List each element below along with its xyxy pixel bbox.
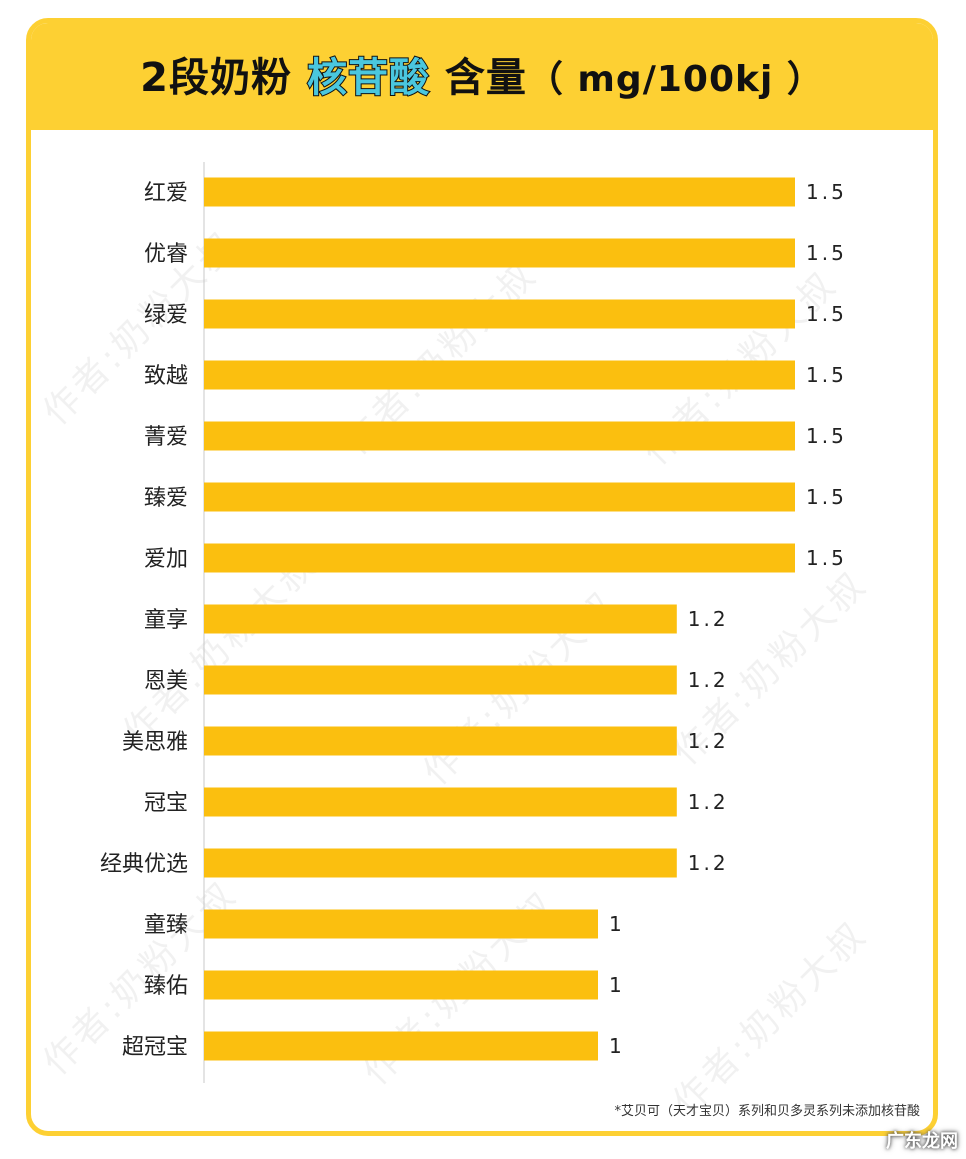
category-label: 菁爱 <box>144 425 188 450</box>
bar <box>204 482 795 512</box>
bar <box>204 360 795 390</box>
bar <box>204 665 677 695</box>
bar <box>204 787 677 817</box>
value-label: 1.2 <box>688 851 729 875</box>
category-label: 红爱 <box>144 181 188 206</box>
value-label: 1 <box>609 912 625 936</box>
value-label: 1.2 <box>688 668 729 692</box>
value-label: 1.2 <box>688 729 729 753</box>
category-label: 爱加 <box>144 547 188 572</box>
category-label: 超冠宝 <box>122 1035 188 1060</box>
value-label: 1.5 <box>806 241 847 265</box>
category-label: 经典优选 <box>100 852 188 877</box>
value-label: 1.5 <box>806 302 847 326</box>
category-label: 童享 <box>144 608 188 633</box>
bar <box>204 848 677 878</box>
value-label: 1 <box>609 973 625 997</box>
title-unit: （ mg/100kj ） <box>526 59 824 100</box>
value-label: 1.2 <box>688 607 729 631</box>
category-label: 臻佑 <box>144 974 188 999</box>
bar <box>204 177 795 207</box>
value-label: 1 <box>609 1034 625 1058</box>
value-label: 1.2 <box>688 790 729 814</box>
bar <box>204 421 795 451</box>
bar <box>204 909 598 939</box>
title-prefix: 2段奶粉 <box>140 55 293 101</box>
bar <box>204 726 677 756</box>
bar <box>204 1031 598 1061</box>
chart-header <box>31 23 933 130</box>
category-label: 恩美 <box>144 669 188 694</box>
title-suffix: 含量 <box>444 55 527 101</box>
bar <box>204 543 795 573</box>
category-label: 臻爱 <box>144 486 188 511</box>
chart-title: 2段奶粉 核苷酸 含量（ mg/100kj ） <box>31 45 933 103</box>
category-label: 童臻 <box>144 913 188 938</box>
category-label: 绿爱 <box>144 303 188 328</box>
value-label: 1.5 <box>806 546 847 570</box>
title-highlight: 核苷酸 <box>306 54 430 102</box>
category-label: 美思雅 <box>122 730 188 755</box>
bar <box>204 238 795 268</box>
category-label: 冠宝 <box>144 791 188 816</box>
value-label: 1.5 <box>806 424 847 448</box>
value-label: 1.5 <box>806 180 847 204</box>
bar <box>204 604 677 634</box>
brand-logo: 广东龙网 <box>886 1131 958 1152</box>
value-label: 1.5 <box>806 363 847 387</box>
value-label: 1.5 <box>806 485 847 509</box>
bar <box>204 299 795 329</box>
category-label: 优睿 <box>144 242 188 267</box>
category-label: 致越 <box>144 364 188 389</box>
footnote: *艾贝可（天才宝贝）系列和贝多灵系列未添加核苷酸 <box>614 1104 920 1119</box>
bar <box>204 970 598 1000</box>
